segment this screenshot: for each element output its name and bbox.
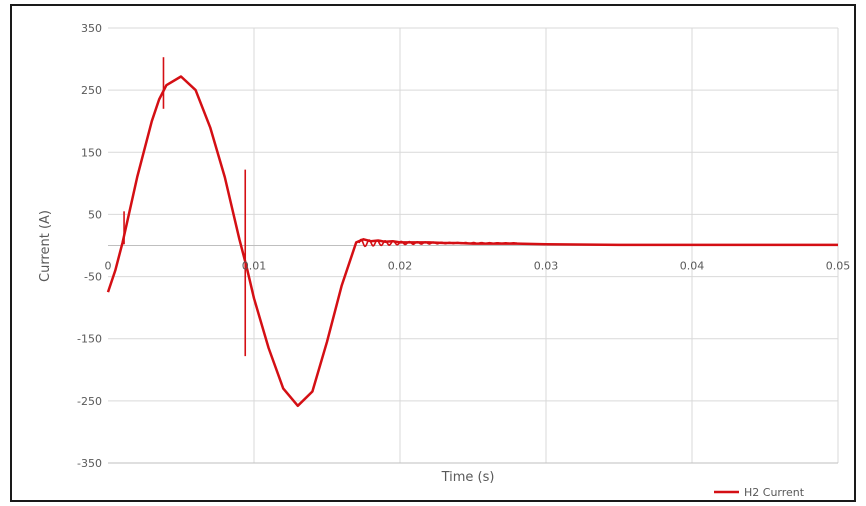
y-axis-label: Current (A) [38, 210, 53, 282]
y-tick-label: -150 [77, 333, 102, 346]
series-layer [106, 57, 838, 408]
line-chart: 350 250 150 50 -50 -150 -250 -350 0 0.01 0.02 0.03 0… [38, 22, 850, 499]
x-tick-label: 0.03 [534, 260, 559, 273]
y-tick-label: 350 [81, 22, 102, 35]
tick-labels: 350 250 150 50 -50 -150 -250 -350 0 0.01 0.02 0.03 0… [77, 22, 850, 470]
legend: H2 Current [714, 486, 805, 499]
chart-frame: 350 250 150 50 -50 -150 -250 -350 0 0.01 0.02 0.03 0… [10, 4, 856, 502]
axes [108, 245, 838, 464]
series-line [106, 75, 838, 408]
x-axis-label: Time (s) [441, 470, 495, 485]
x-tick-label: 0 [105, 260, 112, 273]
ringing-trace [358, 238, 517, 248]
y-tick-label: 150 [81, 146, 102, 159]
y-tick-label: -250 [77, 395, 102, 408]
grid-lines [108, 27, 839, 463]
y-tick-label: -50 [84, 271, 102, 284]
x-tick-label: 0.04 [680, 260, 705, 273]
y-tick-label: 250 [81, 84, 102, 97]
x-tick-label: 0.02 [388, 260, 413, 273]
y-tick-label: 50 [88, 208, 102, 221]
x-tick-label: 0.01 [242, 260, 267, 273]
x-tick-label: 0.05 [826, 260, 851, 273]
legend-label: H2 Current [744, 486, 805, 499]
y-tick-label: -350 [77, 457, 102, 470]
